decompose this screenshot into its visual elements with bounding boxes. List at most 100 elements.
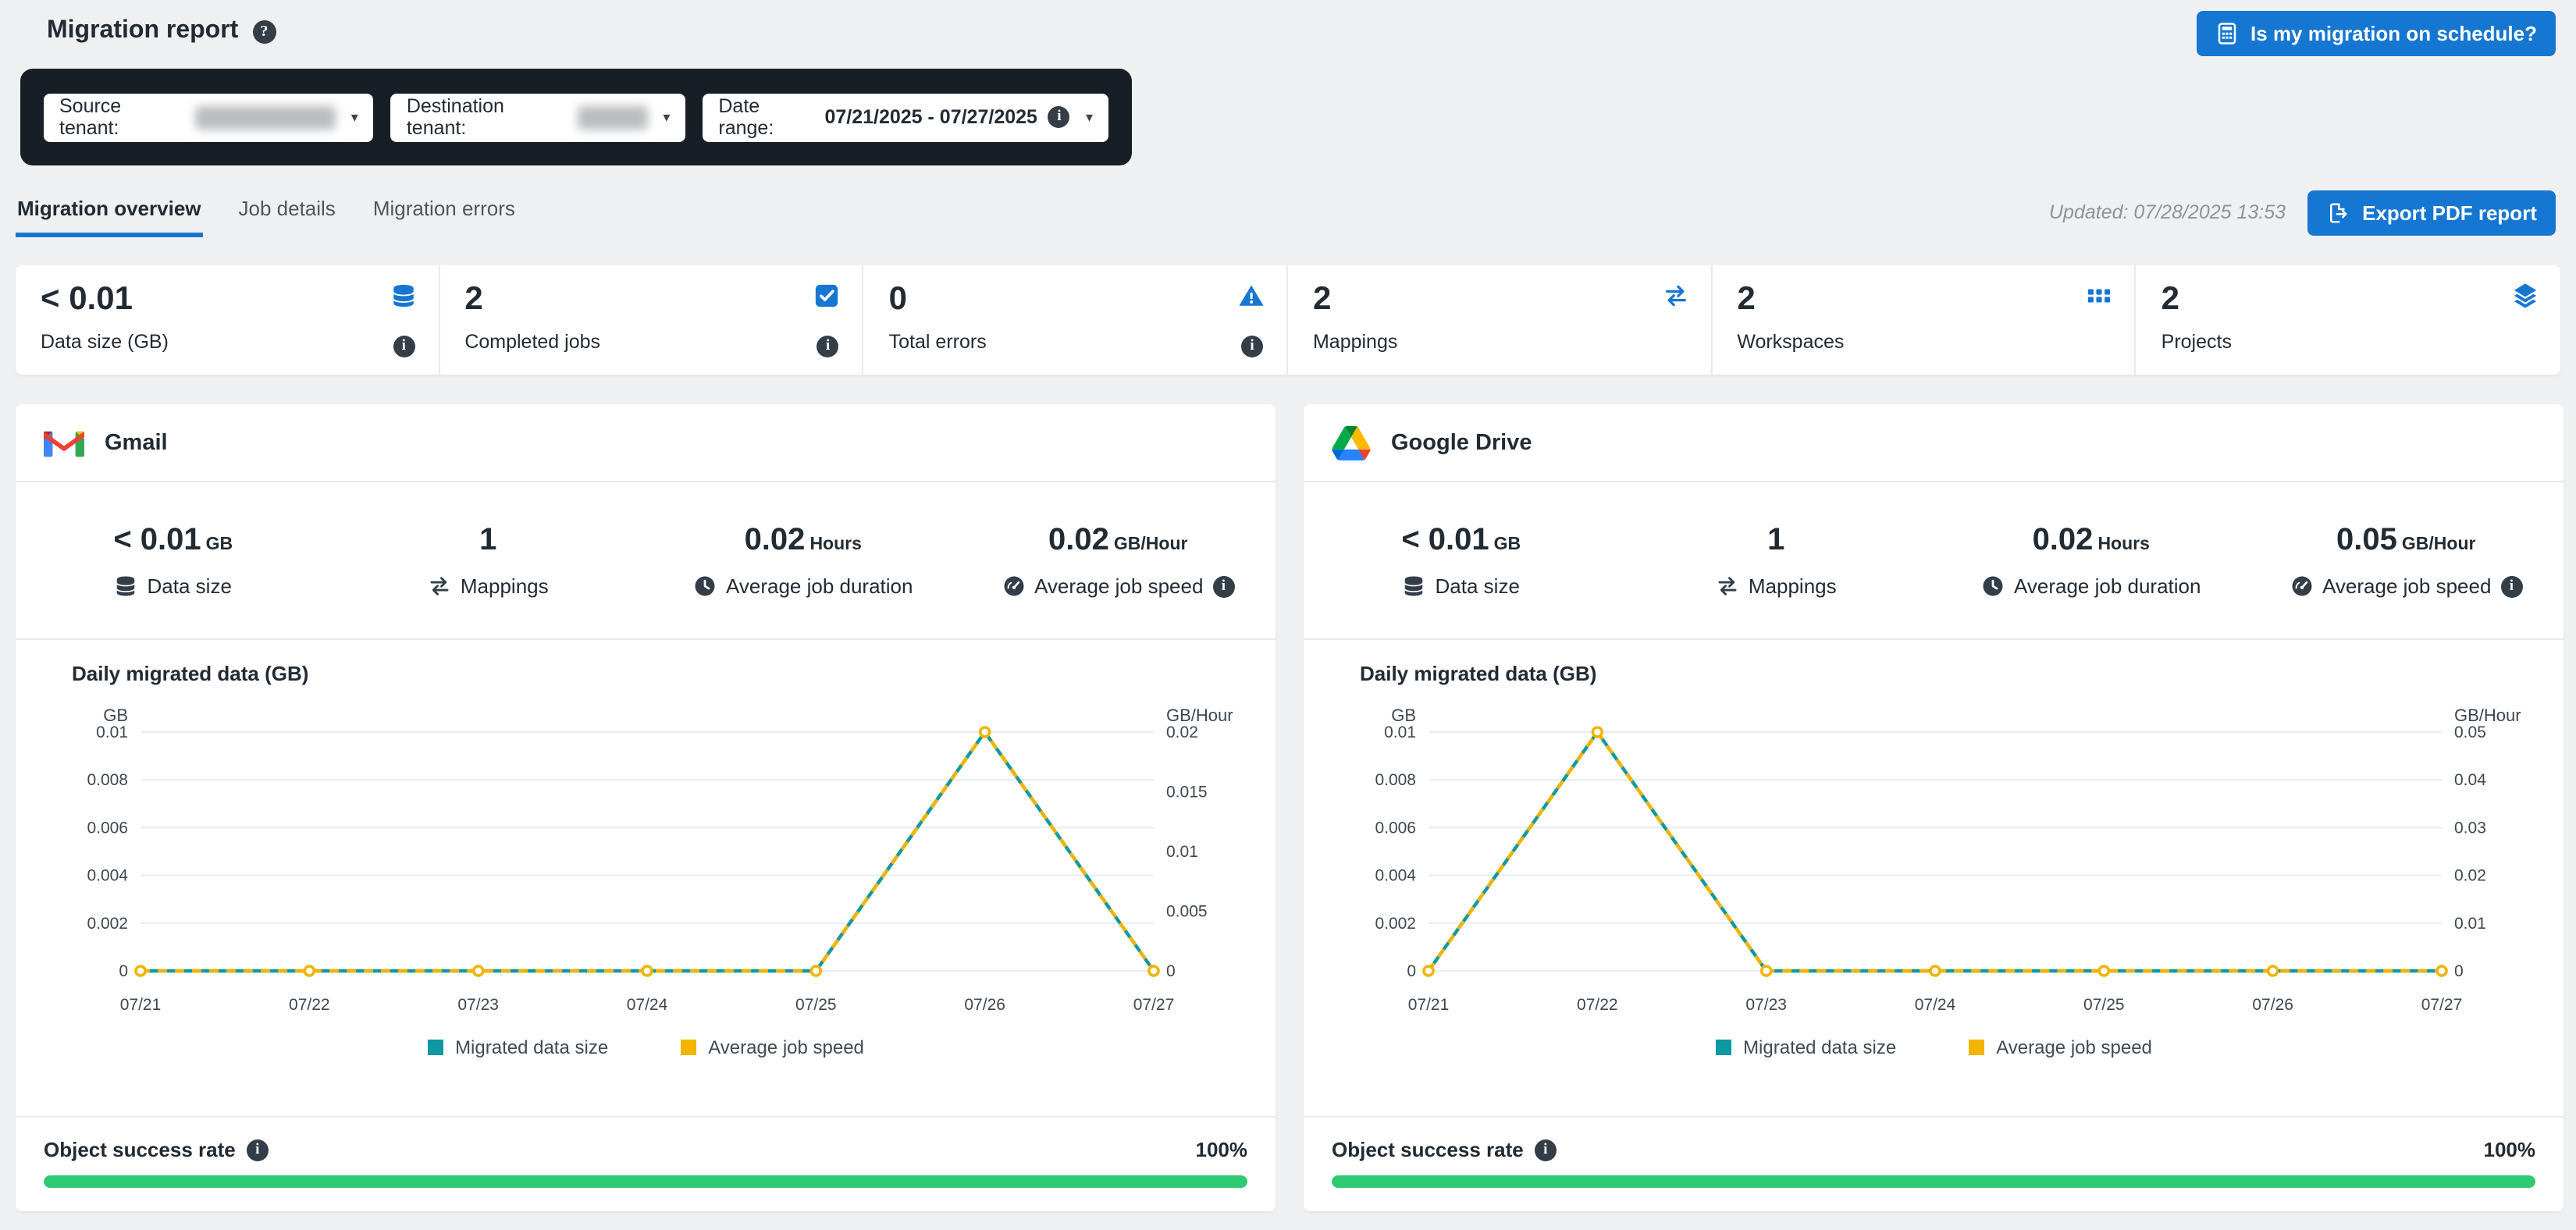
chart-section: Daily migrated data (GB) GB GB/Hour 0 0.002… [1304, 640, 2564, 1116]
info-icon[interactable]: i [2500, 575, 2523, 597]
svg-text:07/21: 07/21 [1408, 996, 1450, 1014]
svg-text:07/25: 07/25 [2083, 996, 2125, 1014]
google-drive-card: Google Drive < 0.01 GB Data size 1 Mappin… [1304, 404, 2564, 1211]
stat-label: Data size [147, 574, 232, 598]
stat-label: Total errors [888, 331, 987, 354]
date-range-dropdown[interactable]: Date range: 07/21/2025 - 07/27/2025 i ▾ [703, 93, 1108, 141]
svg-text:0.008: 0.008 [87, 771, 128, 789]
stat-label: Data size [1435, 574, 1520, 598]
svg-text:GB: GB [1391, 706, 1416, 725]
info-icon[interactable]: i [817, 336, 839, 357]
svg-text:0.006: 0.006 [1375, 819, 1416, 837]
svg-text:0.002: 0.002 [87, 915, 128, 933]
svg-text:0: 0 [1166, 962, 1176, 980]
stat-mappings: 2 Mappings [1288, 265, 1713, 375]
success-rate-fill [44, 1175, 1247, 1188]
legend-label: Migrated data size [1743, 1036, 1897, 1058]
stat-value: < 0.01 [113, 523, 201, 557]
stat-value: 0 [888, 281, 908, 317]
stat-label: Average job speed [2322, 574, 2492, 598]
help-icon[interactable]: ? [252, 20, 276, 43]
source-tenant-label: Source tenant: [59, 95, 122, 139]
grid-icon [2088, 289, 2111, 303]
stat-unit: GB [205, 535, 233, 554]
object-success-rate-section: Object success rate i 100% [16, 1116, 1276, 1211]
speedometer-icon [1002, 575, 1024, 597]
card-stat-job-speed: 0.02 GB/Hour Average job speed i [961, 523, 1276, 598]
stat-label: Mappings [1312, 331, 1398, 354]
chart-legend: Migrated data size Average job speed [1329, 1036, 2539, 1058]
svg-text:07/27: 07/27 [2421, 996, 2463, 1014]
tab-migration-overview[interactable]: Migration overview [16, 187, 203, 237]
destination-tenant-value-redacted [577, 105, 648, 129]
card-stat-mappings: 1 Mappings [1619, 523, 1934, 598]
stat-value: 0.02 [2032, 523, 2094, 557]
svg-text:0.03: 0.03 [2454, 819, 2486, 837]
svg-text:0.008: 0.008 [1375, 771, 1416, 789]
stat-workspaces: 2 Workspaces [1712, 265, 2137, 375]
info-icon[interactable]: i [1534, 1139, 1557, 1161]
date-range-label: Date range: [718, 95, 774, 139]
stat-total-errors: 0 Total errors i [864, 265, 1288, 375]
svg-text:0.05: 0.05 [2454, 723, 2486, 741]
card-stat-data-size: < 0.01 GB Data size [16, 523, 331, 598]
svg-text:0.015: 0.015 [1166, 784, 1208, 802]
legend-migrated-data-size[interactable]: Migrated data size [427, 1036, 608, 1058]
info-icon[interactable]: i [393, 336, 415, 357]
calculator-icon [2217, 23, 2236, 44]
card-title: Google Drive [1391, 430, 1532, 455]
svg-text:07/22: 07/22 [289, 996, 330, 1014]
svg-text:0.002: 0.002 [1375, 915, 1416, 933]
card-stat-job-speed: 0.05 GB/Hour Average job speed i [2249, 523, 2564, 598]
chevron-down-icon: ▾ [350, 108, 358, 124]
stat-label: Average job duration [2014, 574, 2201, 598]
google-drive-logo-icon [1332, 425, 1371, 460]
page-header: Migration report ? [47, 17, 276, 45]
tab-migration-errors[interactable]: Migration errors [372, 197, 515, 220]
schedule-button[interactable]: Is my migration on schedule? [2196, 11, 2556, 56]
card-title: Gmail [105, 430, 168, 455]
legend-swatch-yellow [1968, 1040, 1984, 1055]
layers-icon [2514, 283, 2537, 308]
mappings-icon [430, 577, 449, 595]
destination-tenant-dropdown[interactable]: Destination tenant: ▾ [390, 93, 686, 141]
info-icon[interactable]: i [246, 1139, 269, 1161]
clock-icon [1982, 575, 2004, 597]
svg-text:07/23: 07/23 [1745, 996, 1787, 1014]
card-header: Gmail [16, 404, 1276, 482]
legend-migrated-data-size[interactable]: Migrated data size [1715, 1036, 1896, 1058]
stat-value: < 0.01 [1401, 523, 1489, 557]
info-icon[interactable]: i [1212, 575, 1235, 597]
svg-text:07/21: 07/21 [120, 996, 162, 1014]
legend-label: Migrated data size [455, 1036, 609, 1058]
svg-text:07/27: 07/27 [1133, 996, 1175, 1014]
svg-text:07/25: 07/25 [795, 996, 837, 1014]
filter-bar: Source tenant: ▾ Destination tenant: ▾ D… [20, 69, 1132, 165]
export-pdf-button[interactable]: Export PDF report [2307, 190, 2556, 235]
stat-unit: Hours [2097, 535, 2150, 554]
legend-average-job-speed[interactable]: Average job speed [1968, 1036, 2152, 1058]
info-icon[interactable]: i [1240, 336, 1263, 357]
stat-value: 0.02 [1048, 523, 1109, 557]
tab-job-details[interactable]: Job details [238, 197, 336, 220]
gmail-logo-icon [44, 426, 84, 459]
speedometer-icon [2290, 575, 2312, 597]
tabs: Migration overview Job details Migration… [16, 187, 517, 237]
legend-average-job-speed[interactable]: Average job speed [680, 1036, 864, 1058]
stat-value: 0.05 [2336, 523, 2397, 557]
svg-text:07/22: 07/22 [1577, 996, 1618, 1014]
legend-swatch-yellow [680, 1040, 696, 1055]
info-icon[interactable]: i [1048, 106, 1070, 128]
svg-text:0.01: 0.01 [96, 723, 128, 741]
stat-unit: GB/Hour [2401, 535, 2476, 554]
card-stat-data-size: < 0.01 GB Data size [1304, 523, 1619, 598]
svg-text:0: 0 [2454, 962, 2464, 980]
updated-timestamp: Updated: 07/28/2025 13:53 [2049, 201, 2286, 223]
source-tenant-value-redacted [194, 105, 336, 129]
database-icon [1405, 576, 1423, 596]
card-stat-job-duration: 0.02 Hours Average job duration [646, 523, 961, 598]
source-tenant-dropdown[interactable]: Source tenant: ▾ [44, 93, 374, 141]
stat-unit: Hours [809, 535, 862, 554]
stat-label: Workspaces [1737, 331, 1845, 354]
